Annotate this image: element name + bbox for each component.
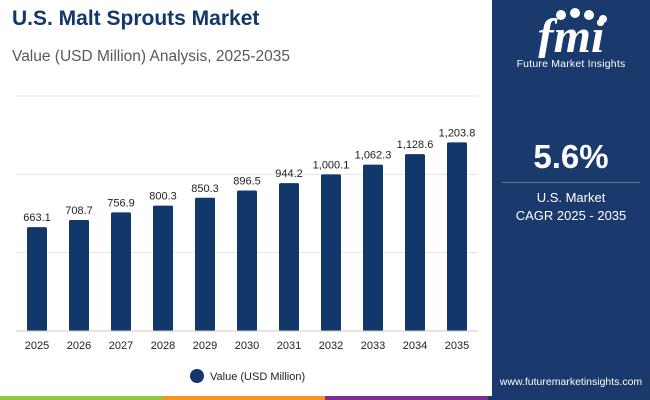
svg-text:fmi: fmi <box>538 10 605 58</box>
bar <box>321 174 341 331</box>
bar-chart: 663.1 708.7 756.9 800.3 850.3 896.5 944.2 1,000… <box>16 95 478 383</box>
x-tick-label: 2028 <box>151 340 175 352</box>
side-panel: fmi Future Market Insights 5.6% U.S. Mar… <box>492 0 650 400</box>
bottom-bar-segment <box>0 396 163 400</box>
bar <box>237 190 257 331</box>
bottom-bar-segment <box>487 396 650 400</box>
chart-title: U.S. Malt Sprouts Market <box>12 7 260 30</box>
bars <box>27 142 467 331</box>
fmi-logo: fmi Future Market Insights <box>492 0 650 80</box>
value-label: 1,062.3 <box>355 150 392 162</box>
legend-marker-icon <box>190 369 204 383</box>
bottom-color-bar <box>0 396 650 400</box>
bar <box>27 227 47 331</box>
bar <box>279 183 299 331</box>
value-label: 663.1 <box>23 212 51 224</box>
bar <box>405 154 425 331</box>
value-label: 800.3 <box>149 191 177 203</box>
x-tick-label: 2025 <box>25 340 49 352</box>
bar <box>447 142 467 331</box>
chart-subtitle: Value (USD Million) Analysis, 2025-2035 <box>12 48 290 65</box>
value-label: 1,203.8 <box>439 127 476 139</box>
bar <box>195 197 215 331</box>
value-label: 756.9 <box>107 197 135 209</box>
bar <box>69 219 89 331</box>
bottom-bar-segment <box>162 396 325 400</box>
value-label: 1,000.1 <box>313 159 350 171</box>
bar <box>363 164 383 331</box>
value-label: 1,128.6 <box>397 139 434 151</box>
x-tick-label: 2027 <box>109 340 133 352</box>
logo-text: Future Market Insights <box>516 58 626 70</box>
x-tick-label: 2035 <box>445 340 469 352</box>
x-tick-label: 2032 <box>319 340 343 352</box>
cagr-divider <box>502 182 640 183</box>
x-axis-labels: 2025 2026 2027 2028 2029 2030 2031 2032 2033 2034… <box>25 340 469 352</box>
x-tick-label: 2026 <box>67 340 91 352</box>
x-tick-label: 2030 <box>235 340 259 352</box>
cagr-label-market: U.S. Market <box>536 190 606 205</box>
bar <box>153 205 173 331</box>
cagr-label-period: CAGR 2025 - 2035 <box>515 208 627 223</box>
value-label: 708.7 <box>65 205 93 217</box>
cagr-label: U.S. Market CAGR 2025 - 2035 <box>492 189 650 225</box>
website-link[interactable]: www.futuremarketinsights.com <box>499 376 643 388</box>
value-labels: 663.1 708.7 756.9 800.3 850.3 896.5 944.2 1,000… <box>23 127 475 224</box>
value-label: 896.5 <box>233 176 261 188</box>
value-label: 944.2 <box>275 168 303 180</box>
cagr-value: 5.6% <box>533 138 609 175</box>
legend-label: Value (USD Million) <box>210 371 305 383</box>
bar <box>111 212 131 331</box>
value-label: 850.3 <box>191 183 219 195</box>
x-tick-label: 2034 <box>403 340 427 352</box>
x-tick-label: 2033 <box>361 340 385 352</box>
x-tick-label: 2029 <box>193 340 217 352</box>
fmi-logo-icon: fmi <box>538 8 607 58</box>
x-tick-label: 2031 <box>277 340 301 352</box>
legend: Value (USD Million) <box>190 369 305 383</box>
bottom-bar-segment <box>325 396 488 400</box>
